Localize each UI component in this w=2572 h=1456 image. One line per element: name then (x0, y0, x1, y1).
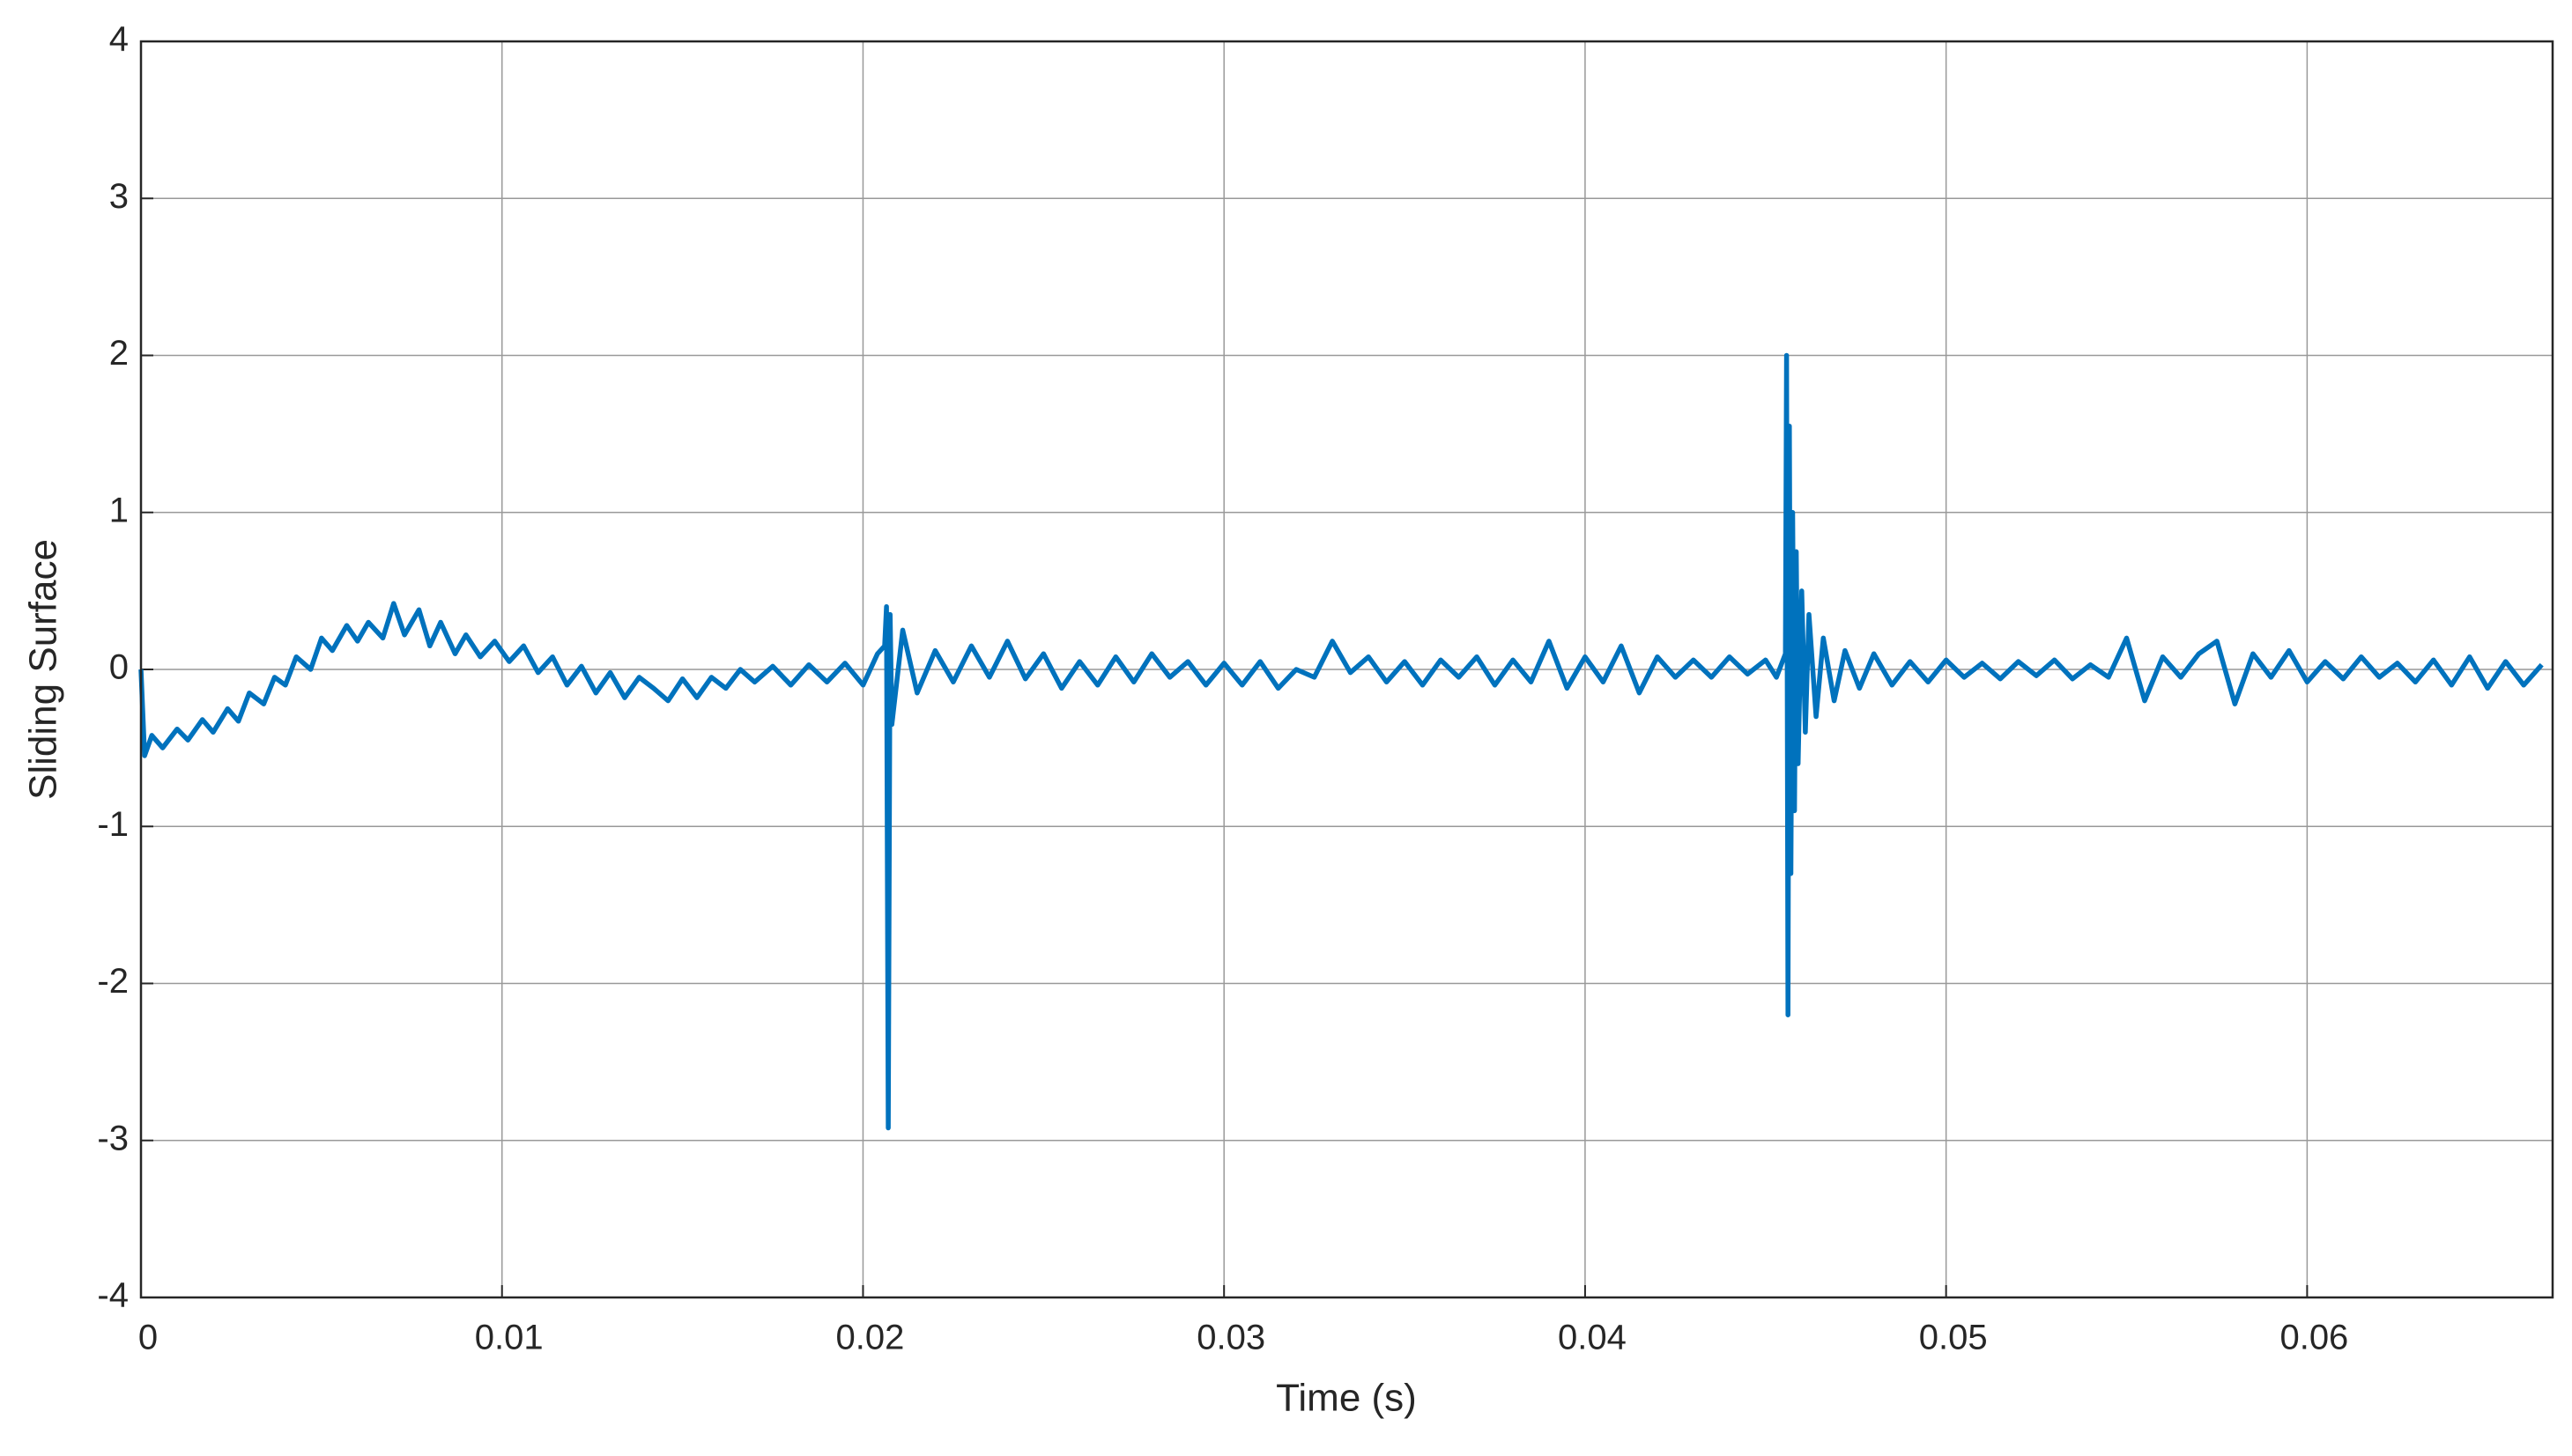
x-tick-label: 0.01 (475, 1319, 544, 1357)
x-axis-label: Time (s) (1276, 1377, 1417, 1420)
data-line (138, 352, 2544, 1131)
y-tick-label: 3 (109, 177, 129, 216)
y-tick-label: -1 (97, 805, 129, 844)
x-tick-label: 0.03 (1197, 1319, 1265, 1357)
x-tick-label: 0.04 (1558, 1319, 1627, 1357)
y-axis-label: Sliding Surface (22, 539, 65, 800)
y-tick-label: 2 (109, 334, 129, 373)
y-tick-label: -4 (97, 1276, 129, 1315)
x-tick-label: 0.02 (836, 1319, 905, 1357)
y-tick-label: 0 (109, 648, 129, 687)
x-tick-label: 0.06 (2279, 1319, 2348, 1357)
plot-frame (139, 40, 2554, 1299)
y-tick-label: -2 (97, 962, 129, 1001)
y-tick-label: 4 (109, 20, 129, 59)
y-tick-label: 1 (109, 491, 129, 529)
x-tick-label: 0.05 (1919, 1319, 1988, 1357)
y-tick-label: -3 (97, 1119, 129, 1157)
x-tick-label: 0 (138, 1319, 158, 1357)
